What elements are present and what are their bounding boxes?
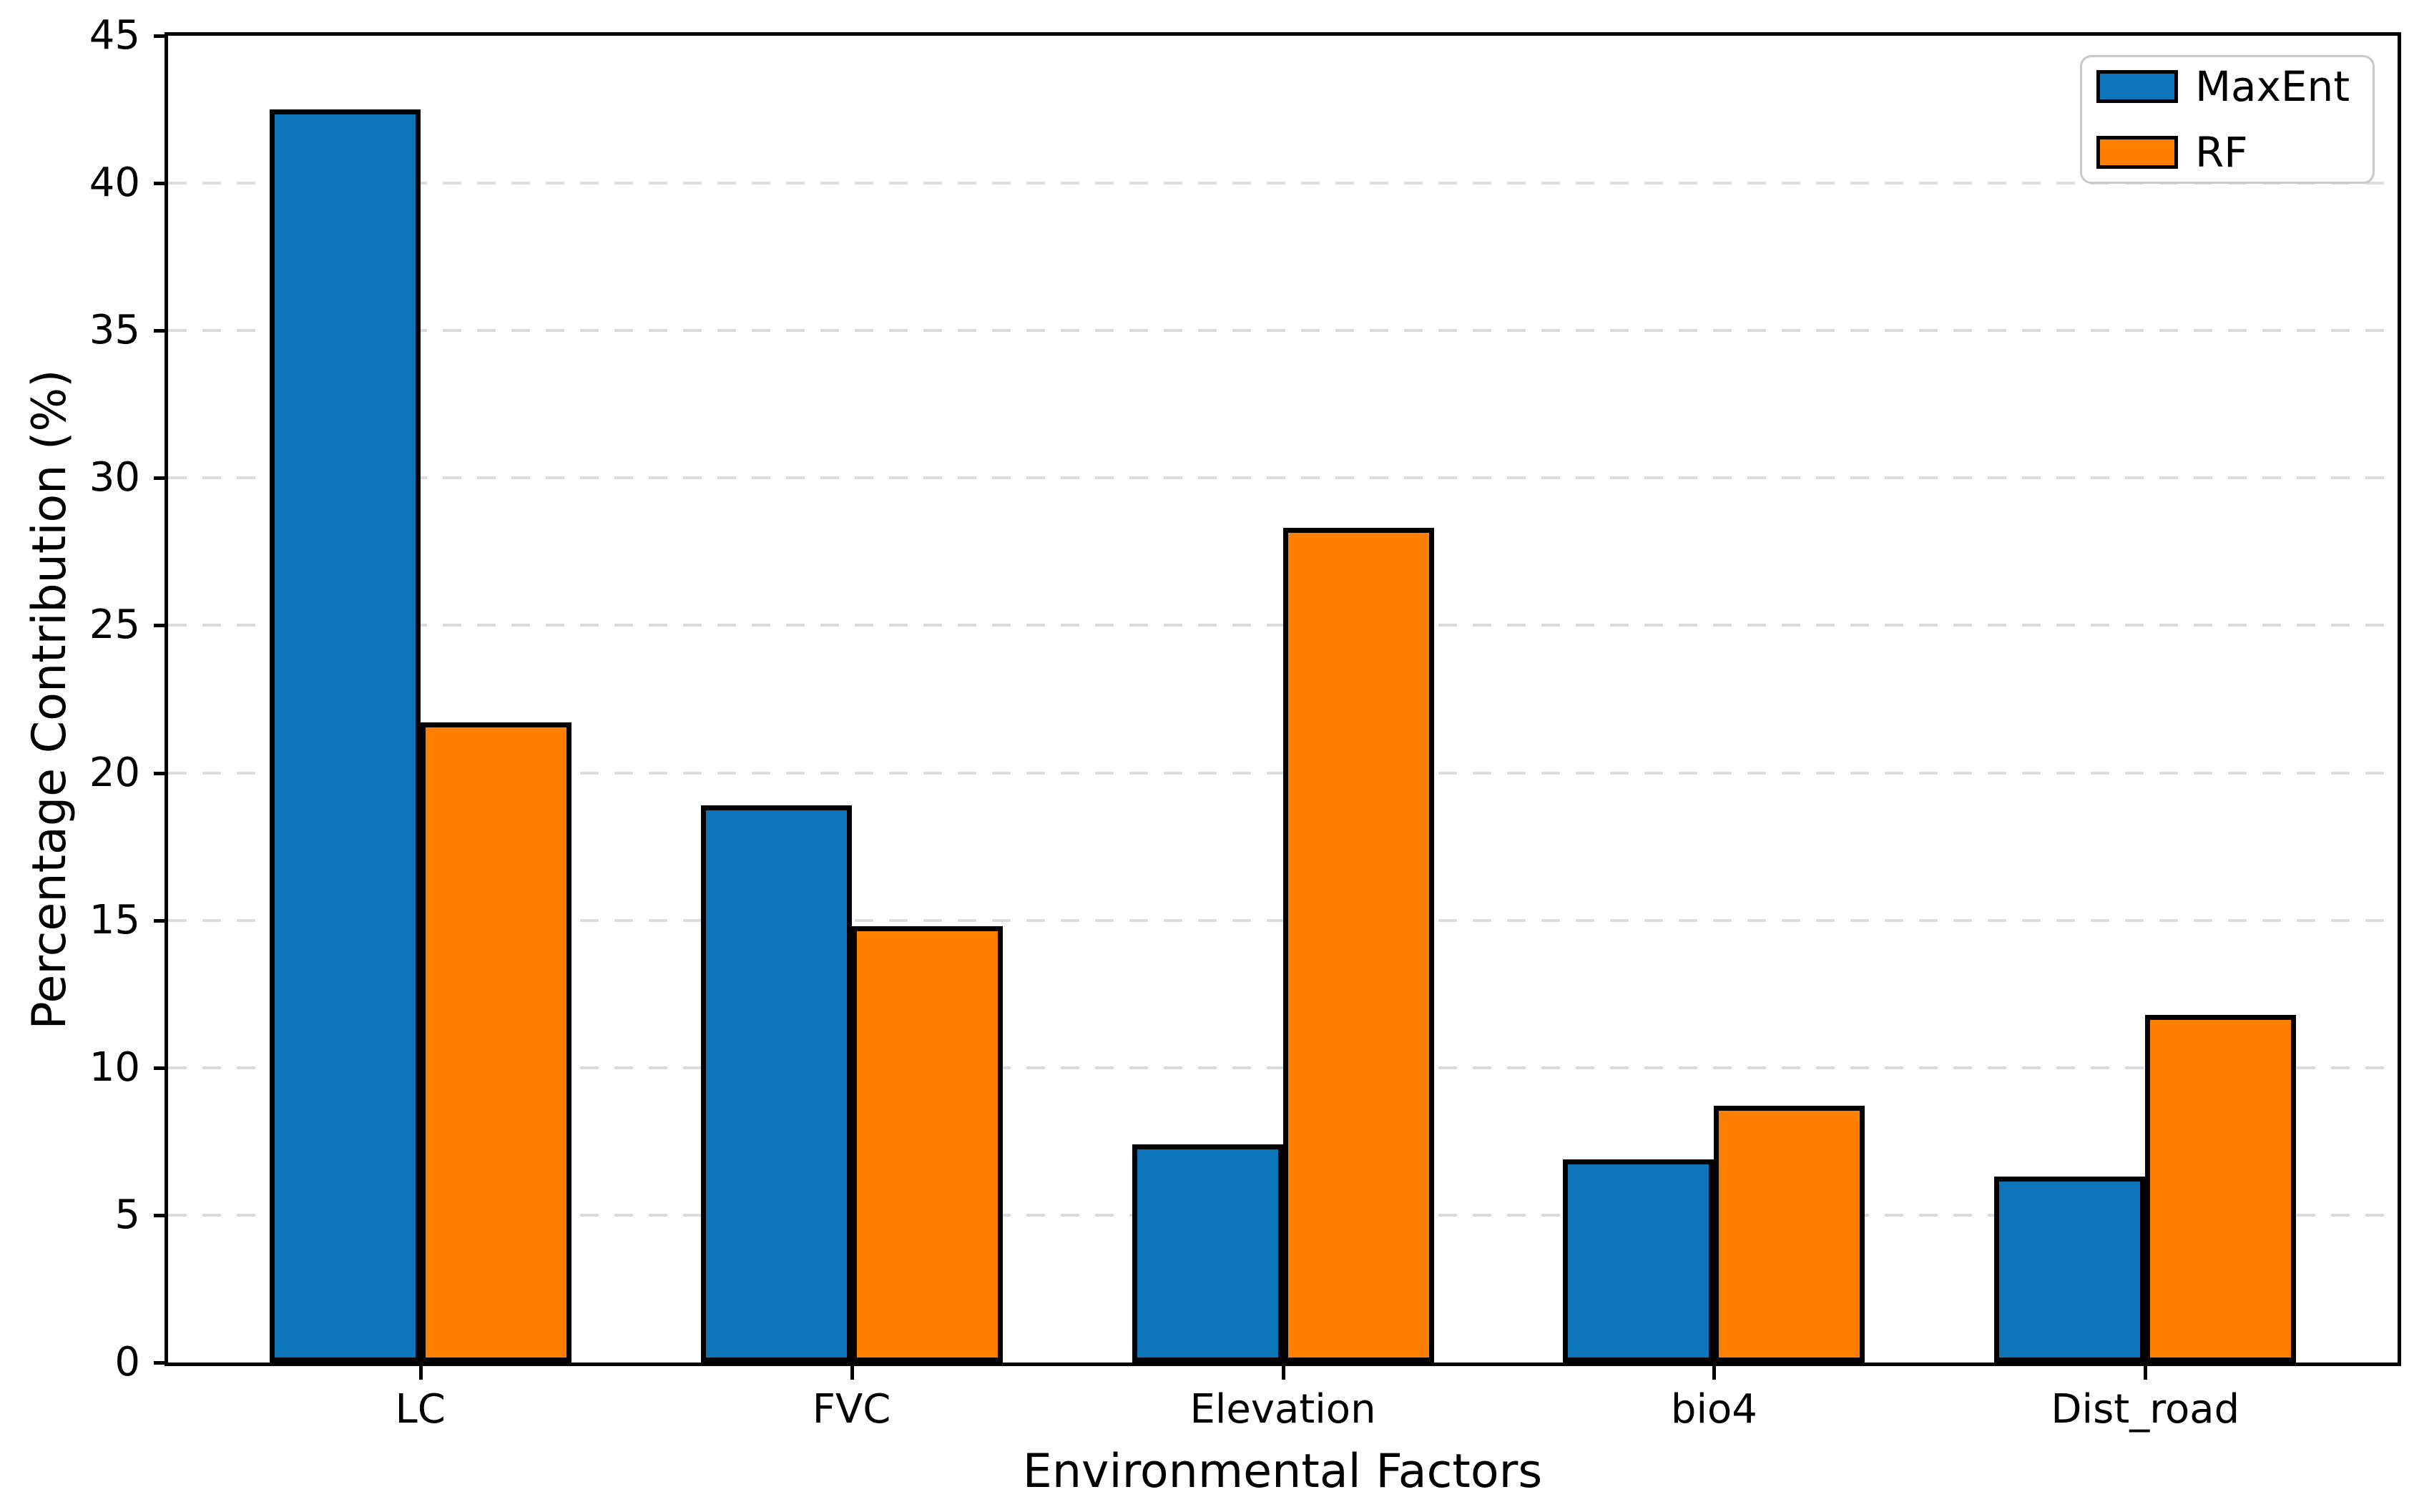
x-tick-LC bbox=[418, 1363, 423, 1380]
x-axis-title: Environmental Factors bbox=[1022, 1445, 1543, 1498]
x-tick-label-bio4: bio4 bbox=[1670, 1386, 1757, 1433]
y-axis-title: Percentage Contribution (%) bbox=[23, 369, 77, 1030]
x-tick-label-FVC: FVC bbox=[812, 1386, 891, 1433]
x-tick-Elevation bbox=[1281, 1363, 1285, 1380]
y-tick-15 bbox=[154, 918, 168, 923]
y-tick-25 bbox=[154, 624, 168, 628]
bar-maxent-bio4 bbox=[1563, 1159, 1714, 1363]
y-tick-label-35: 35 bbox=[89, 307, 140, 354]
y-tick-35 bbox=[154, 329, 168, 333]
bar-rf-LC bbox=[420, 722, 571, 1363]
y-tick-label-40: 40 bbox=[89, 159, 140, 207]
y-tick-label-20: 20 bbox=[89, 749, 140, 796]
bar-maxent-Dist_road bbox=[1994, 1177, 2146, 1363]
bar-rf-FVC bbox=[851, 926, 1003, 1363]
x-tick-label-LC: LC bbox=[395, 1386, 446, 1433]
x-tick-label-Dist_road: Dist_road bbox=[2051, 1386, 2240, 1433]
x-tick-label-Elevation: Elevation bbox=[1189, 1386, 1376, 1433]
legend-swatch-rf bbox=[2096, 136, 2178, 169]
bar-rf-bio4 bbox=[1714, 1106, 1865, 1363]
gridline-30 bbox=[168, 476, 2398, 480]
y-tick-label-25: 25 bbox=[89, 602, 140, 649]
bar-maxent-Elevation bbox=[1132, 1144, 1283, 1363]
y-tick-30 bbox=[154, 476, 168, 481]
bar-maxent-FVC bbox=[700, 805, 852, 1363]
y-tick-40 bbox=[154, 182, 168, 186]
legend-swatch-maxent bbox=[2096, 70, 2178, 103]
bar-rf-Elevation bbox=[1282, 528, 1434, 1363]
legend-item-rf: RF bbox=[2096, 132, 2373, 173]
y-tick-5 bbox=[154, 1213, 168, 1217]
y-tick-label-0: 0 bbox=[114, 1339, 140, 1385]
legend-label-rf: RF bbox=[2195, 128, 2248, 177]
legend-label-maxent: MaxEnt bbox=[2195, 62, 2350, 111]
y-tick-45 bbox=[154, 34, 168, 38]
y-tick-label-10: 10 bbox=[89, 1044, 140, 1091]
y-tick-label-45: 45 bbox=[89, 12, 140, 59]
y-tick-label-15: 15 bbox=[89, 896, 140, 943]
legend-item-maxent: MaxEnt bbox=[2096, 66, 2373, 107]
legend: MaxEnt RF bbox=[2080, 55, 2375, 184]
x-tick-FVC bbox=[850, 1363, 854, 1380]
y-tick-label-30: 30 bbox=[89, 454, 140, 501]
y-tick-label-5: 5 bbox=[114, 1191, 140, 1238]
y-tick-20 bbox=[154, 771, 168, 775]
bar-rf-Dist_road bbox=[2145, 1014, 2297, 1363]
y-tick-0 bbox=[154, 1361, 168, 1365]
x-tick-bio4 bbox=[1712, 1363, 1717, 1380]
gridline-40 bbox=[168, 182, 2398, 185]
plot-area bbox=[165, 32, 2401, 1366]
x-tick-Dist_road bbox=[2144, 1363, 2148, 1380]
gridline-35 bbox=[168, 329, 2398, 333]
y-tick-10 bbox=[154, 1066, 168, 1070]
bar-maxent-LC bbox=[269, 109, 421, 1363]
